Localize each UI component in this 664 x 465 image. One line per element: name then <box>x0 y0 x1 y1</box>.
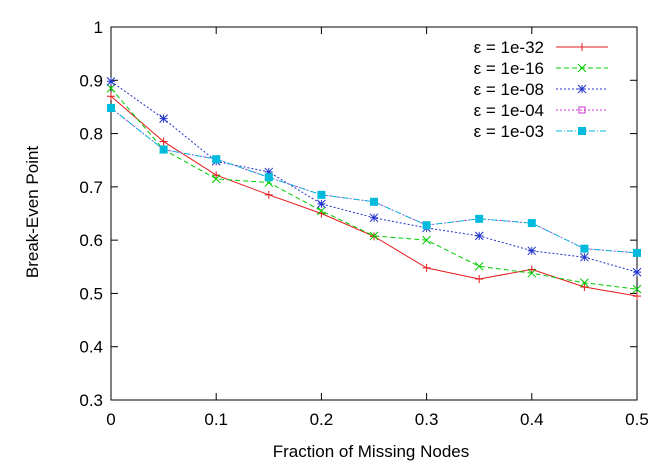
legend-item: ε = 1e-16 <box>474 59 608 78</box>
data-point <box>212 155 221 164</box>
data-point <box>317 190 326 199</box>
legend-item: ε = 1e-08 <box>474 80 608 99</box>
data-point <box>159 114 168 124</box>
legend-marker <box>578 43 586 51</box>
data-point <box>632 267 642 277</box>
data-point <box>633 292 641 301</box>
legend-label: ε = 1e-08 <box>474 80 544 99</box>
legend-item: ε = 1e-03 <box>474 122 608 141</box>
data-point <box>474 261 484 271</box>
data-point <box>527 265 536 274</box>
x-axis-label: Fraction of Missing Nodes <box>273 442 470 461</box>
y-tick-label: 0.4 <box>79 338 103 357</box>
data-point <box>107 103 115 112</box>
y-tick-label: 1 <box>94 18 103 37</box>
legend-item: ε = 1e-04 <box>474 101 608 120</box>
series-line-2 <box>110 87 638 290</box>
legend-marker <box>578 106 586 114</box>
data-point <box>580 252 589 262</box>
x-tick-label: 0.4 <box>520 410 544 429</box>
data-point <box>527 219 536 228</box>
data-point <box>159 137 168 146</box>
legend-label: ε = 1e-04 <box>474 101 544 120</box>
data-point <box>159 145 168 154</box>
data-point <box>580 278 589 288</box>
data-point <box>106 76 116 86</box>
series-line-5 <box>110 107 638 254</box>
y-tick-label: 0.3 <box>79 391 103 410</box>
data-point <box>632 284 642 294</box>
data-point <box>580 244 589 253</box>
x-tick-label: 0.5 <box>625 410 649 429</box>
legend-label: ε = 1e-03 <box>474 122 544 141</box>
data-point <box>211 174 221 184</box>
data-point <box>317 199 326 209</box>
x-tick-label: 0 <box>106 410 115 429</box>
series-line-1 <box>110 95 638 297</box>
data-point <box>422 221 431 230</box>
series-line-4 <box>110 107 638 254</box>
y-axis-label: Break-Even Point <box>23 146 42 279</box>
data-point <box>106 83 116 93</box>
legend-marker <box>577 63 587 73</box>
x-tick-label: 0.1 <box>204 410 228 429</box>
data-point <box>475 214 484 223</box>
y-tick-label: 0.6 <box>79 231 103 250</box>
data-point <box>369 231 379 241</box>
data-point <box>212 171 221 180</box>
data-point <box>264 190 273 199</box>
y-tick-label: 0.5 <box>79 284 103 303</box>
series-line-3 <box>110 80 638 273</box>
data-point <box>370 197 378 206</box>
data-point <box>527 246 537 256</box>
data-point <box>369 213 379 223</box>
data-point <box>580 283 589 292</box>
data-point <box>317 206 326 216</box>
y-tick-label: 0.7 <box>79 178 103 197</box>
legend-item: ε = 1e-32 <box>474 38 608 57</box>
plot-frame <box>110 26 638 401</box>
plot-area: 0.3 0.4 0.5 0.6 0.7 0.8 0.9 1 0 0.1 0.2 0.3 0.4 0.5 ε … <box>79 18 648 429</box>
legend-label: ε = 1e-32 <box>474 38 544 57</box>
data-point <box>474 231 484 241</box>
y-tick-label: 0.8 <box>79 125 103 144</box>
legend-marker <box>577 84 587 94</box>
data-point <box>527 268 537 278</box>
x-tick-label: 0.2 <box>310 410 334 429</box>
data-point <box>422 263 431 272</box>
data-point <box>422 235 431 245</box>
legend-label: ε = 1e-16 <box>474 59 544 78</box>
data-point <box>107 92 115 101</box>
legend-marker <box>578 127 586 135</box>
data-point <box>633 248 641 257</box>
y-tick-label: 0.9 <box>79 71 103 90</box>
data-point <box>475 275 484 284</box>
x-tick-label: 0.3 <box>415 410 439 429</box>
data-point <box>264 173 273 182</box>
